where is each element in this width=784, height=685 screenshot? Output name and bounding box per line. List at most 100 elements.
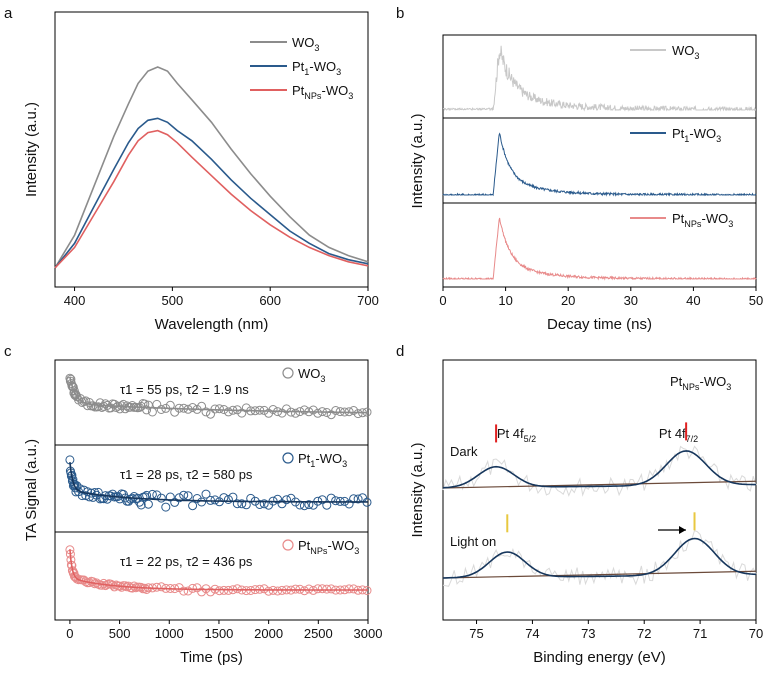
panel-title-d-sub2: 3 bbox=[726, 382, 731, 392]
legend-label-a-base: WO bbox=[292, 35, 314, 50]
fit-spectrum-d bbox=[442, 450, 756, 489]
data-point-c bbox=[255, 500, 265, 509]
data-point-c bbox=[201, 489, 211, 499]
series-line-a-0 bbox=[54, 66, 369, 269]
spectrum-label-d: Dark bbox=[450, 444, 478, 459]
data-point-c bbox=[165, 400, 175, 410]
data-point-c bbox=[197, 401, 207, 411]
legend-label-b-sub2: 3 bbox=[716, 134, 721, 144]
legend-label-c-rest: -WO bbox=[315, 451, 342, 466]
legend-label-a-sub: 1 bbox=[304, 67, 309, 77]
legend-label-a-rest: -WO bbox=[309, 59, 336, 74]
legend-label-a-sub: 3 bbox=[314, 43, 319, 53]
data-point-c bbox=[142, 405, 152, 415]
legend-label-c-base: Pt bbox=[298, 538, 311, 553]
data-point-c bbox=[214, 586, 224, 596]
x-tick-label-c: 2000 bbox=[254, 626, 283, 641]
legend-label-b-sub2: 3 bbox=[728, 219, 733, 229]
decay-trace-b-1 bbox=[442, 132, 757, 197]
lifetime-annotation-c: τ1 = 22 ps, τ2 = 436 ps bbox=[120, 554, 253, 569]
series-line-a-2 bbox=[54, 129, 369, 269]
x-tick-label-d: 70 bbox=[749, 626, 763, 641]
data-point-c bbox=[291, 408, 300, 418]
decay-trace-b-2 bbox=[442, 217, 757, 281]
data-point-c bbox=[165, 492, 175, 502]
data-point-c bbox=[349, 584, 359, 594]
data-point-c bbox=[259, 584, 269, 594]
data-point-c bbox=[291, 584, 300, 594]
data-point-c bbox=[273, 586, 283, 596]
data-point-c bbox=[188, 403, 198, 412]
raw-spectrum-d bbox=[442, 445, 757, 497]
legend-label-a-sub: NPs bbox=[304, 91, 322, 101]
data-point-c bbox=[223, 495, 233, 504]
fit-line-c-0 bbox=[69, 376, 368, 414]
series-line-a-1 bbox=[54, 117, 369, 269]
data-point-c bbox=[282, 404, 291, 414]
x-tick-label-b: 50 bbox=[749, 293, 763, 308]
x-tick-label-a: 400 bbox=[64, 293, 86, 308]
legend-label-b-rest: -WO bbox=[701, 211, 728, 226]
fit-spectrum-d bbox=[442, 537, 757, 579]
legend-marker-c bbox=[282, 367, 294, 379]
data-point-c bbox=[277, 408, 287, 418]
y-axis-label-c: TA Signal (a.u.) bbox=[23, 439, 40, 541]
legend-label-b-rest: -WO bbox=[689, 126, 716, 141]
legend-label-a-sub2: 3 bbox=[336, 67, 341, 77]
data-point-c bbox=[237, 499, 247, 509]
x-tick-label-b: 0 bbox=[439, 293, 446, 308]
x-tick-label-b: 10 bbox=[498, 293, 512, 308]
x-tick-label-d: 75 bbox=[469, 626, 483, 641]
legend-label-b: WO3 bbox=[672, 43, 699, 61]
legend-label-c: PtNPs-WO3 bbox=[298, 538, 359, 556]
data-point-c bbox=[282, 495, 291, 505]
data-point-c bbox=[358, 493, 367, 503]
x-axis-label-a: Wavelength (nm) bbox=[155, 316, 269, 333]
legend-label-b: PtNPs-WO3 bbox=[672, 211, 733, 229]
spectrum-label-d: Light on bbox=[450, 534, 496, 549]
plot-frame-a bbox=[54, 11, 369, 288]
x-tick-label-c: 1000 bbox=[155, 626, 184, 641]
data-point-c bbox=[129, 581, 139, 591]
data-point-c bbox=[304, 500, 314, 510]
legend-label-b-sub: NPs bbox=[684, 219, 702, 229]
data-point-c bbox=[71, 573, 81, 583]
data-point-c bbox=[206, 587, 215, 597]
panel-label-c: c bbox=[4, 343, 12, 360]
legend-label-c-base: Pt bbox=[298, 451, 311, 466]
data-point-c bbox=[317, 584, 327, 594]
legend-label-c-sub: NPs bbox=[310, 546, 328, 556]
data-point-c bbox=[241, 403, 251, 413]
plot-frame-c bbox=[54, 359, 369, 621]
legend-label-c-sub: 3 bbox=[320, 374, 325, 384]
data-point-c bbox=[313, 408, 323, 418]
panel-title-d-rest: -WO bbox=[699, 374, 726, 389]
data-point-c bbox=[206, 409, 215, 419]
x-tick-label-c: 500 bbox=[109, 626, 131, 641]
data-point-c bbox=[174, 493, 184, 503]
data-point-c bbox=[210, 495, 220, 505]
x-tick-label-c: 1500 bbox=[204, 626, 233, 641]
legend-label-c: Pt1-WO3 bbox=[298, 451, 347, 469]
legend-label-a-sub2: 3 bbox=[348, 91, 353, 101]
data-point-c bbox=[232, 499, 242, 509]
data-point-c bbox=[308, 405, 318, 415]
x-tick-label-a: 500 bbox=[162, 293, 184, 308]
legend-label-c-rest: -WO bbox=[327, 538, 354, 553]
legend-marker-c bbox=[282, 452, 294, 464]
data-point-c bbox=[349, 494, 359, 504]
data-point-c bbox=[156, 405, 166, 414]
panel-label-d: d bbox=[396, 343, 404, 360]
x-tick-label-d: 71 bbox=[693, 626, 707, 641]
legend-label-a-rest: -WO bbox=[321, 83, 348, 98]
legend-label-b: Pt1-WO3 bbox=[672, 126, 721, 144]
legend-label-c: WO3 bbox=[298, 366, 325, 384]
data-point-c bbox=[317, 495, 327, 505]
data-point-c bbox=[214, 404, 224, 414]
data-point-c bbox=[326, 493, 336, 503]
background-line-d bbox=[442, 570, 757, 579]
x-tick-label-d: 72 bbox=[637, 626, 651, 641]
panel-label-b: b bbox=[396, 5, 404, 22]
peak-label-sub: 7/2 bbox=[686, 434, 699, 444]
